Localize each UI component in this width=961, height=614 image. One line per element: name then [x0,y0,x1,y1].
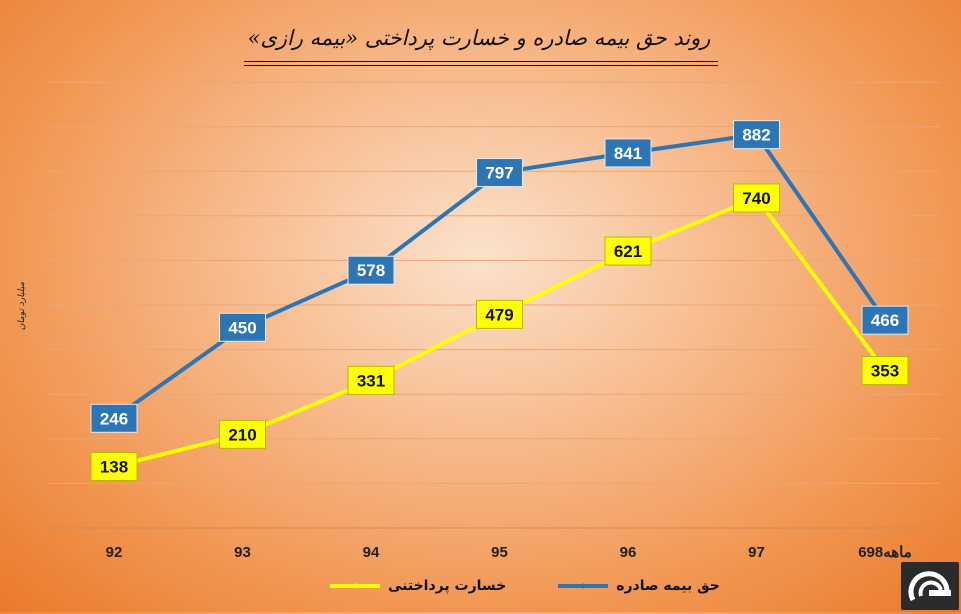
x-tick-label: 97 [748,544,765,561]
data-label-box [347,365,395,395]
x-tick-label: 6ماهه98 [858,544,912,561]
data-label-premium: 466 [861,305,909,335]
data-label-claims: 740 [733,183,780,213]
x-tick-label: 96 [620,544,637,561]
data-label-box [347,255,395,285]
data-label-claims: 210 [219,419,266,449]
data-label-claims: 479 [476,299,523,329]
data-label-box [219,312,266,342]
data-label-value: 450 [228,318,256,337]
legend-label-claims: خسارت پرداختنی [388,578,507,594]
data-label-value: 797 [485,164,513,183]
data-label-value: 331 [357,371,385,390]
data-label-box [476,158,523,188]
data-label-claims: 138 [90,451,138,481]
data-label-premium: 797 [476,158,523,188]
data-label-premium: 841 [604,138,652,168]
legend-item-premium: حق بیمه صادره [558,578,720,594]
title-underline [244,61,718,62]
data-label-premium: 578 [347,255,395,285]
legend-swatch-premium [558,584,609,588]
company-logo-icon [901,562,959,610]
data-label-box [604,138,652,168]
data-label-box [604,236,652,266]
data-label-value: 246 [100,409,128,428]
data-label-value: 882 [742,126,770,145]
legend: حق بیمه صادره خسارت پرداختنی [330,576,720,596]
data-label-box [733,120,780,150]
data-label-value: 841 [614,144,642,163]
x-tick-label: 94 [363,544,380,561]
data-label-box [861,356,909,386]
data-label-value: 740 [742,189,770,208]
data-label-premium: 882 [733,120,780,150]
data-label-box [476,299,523,329]
data-label-box [733,183,780,213]
data-label-value: 578 [357,261,385,280]
data-label-value: 479 [485,305,513,324]
data-label-box [219,419,266,449]
chart-title: روند حق بیمه صادره و خسارت پرداختی «بیمه… [247,26,711,50]
data-label-value: 466 [871,311,899,330]
data-label-claims: 331 [347,365,395,395]
data-label-value: 621 [614,242,642,261]
title-underline-2 [244,65,718,66]
data-label-value: 138 [100,457,128,476]
legend-swatch-claims [330,584,380,588]
x-tick-label: 92 [106,544,123,561]
data-label-premium: 246 [90,403,138,433]
x-tick-label: 93 [234,544,251,561]
legend-label-premium: حق بیمه صادره [616,578,720,594]
x-tick-label: 95 [491,544,508,561]
data-label-box [90,451,138,481]
legend-item-claims: خسارت پرداختنی [330,578,506,594]
data-label-claims: 353 [861,356,909,386]
data-label-value: 353 [871,362,899,381]
data-label-value: 210 [228,425,256,444]
data-label-premium: 450 [219,312,266,342]
data-label-box [861,305,909,335]
data-label-claims: 621 [604,236,652,266]
data-label-box [90,403,138,433]
